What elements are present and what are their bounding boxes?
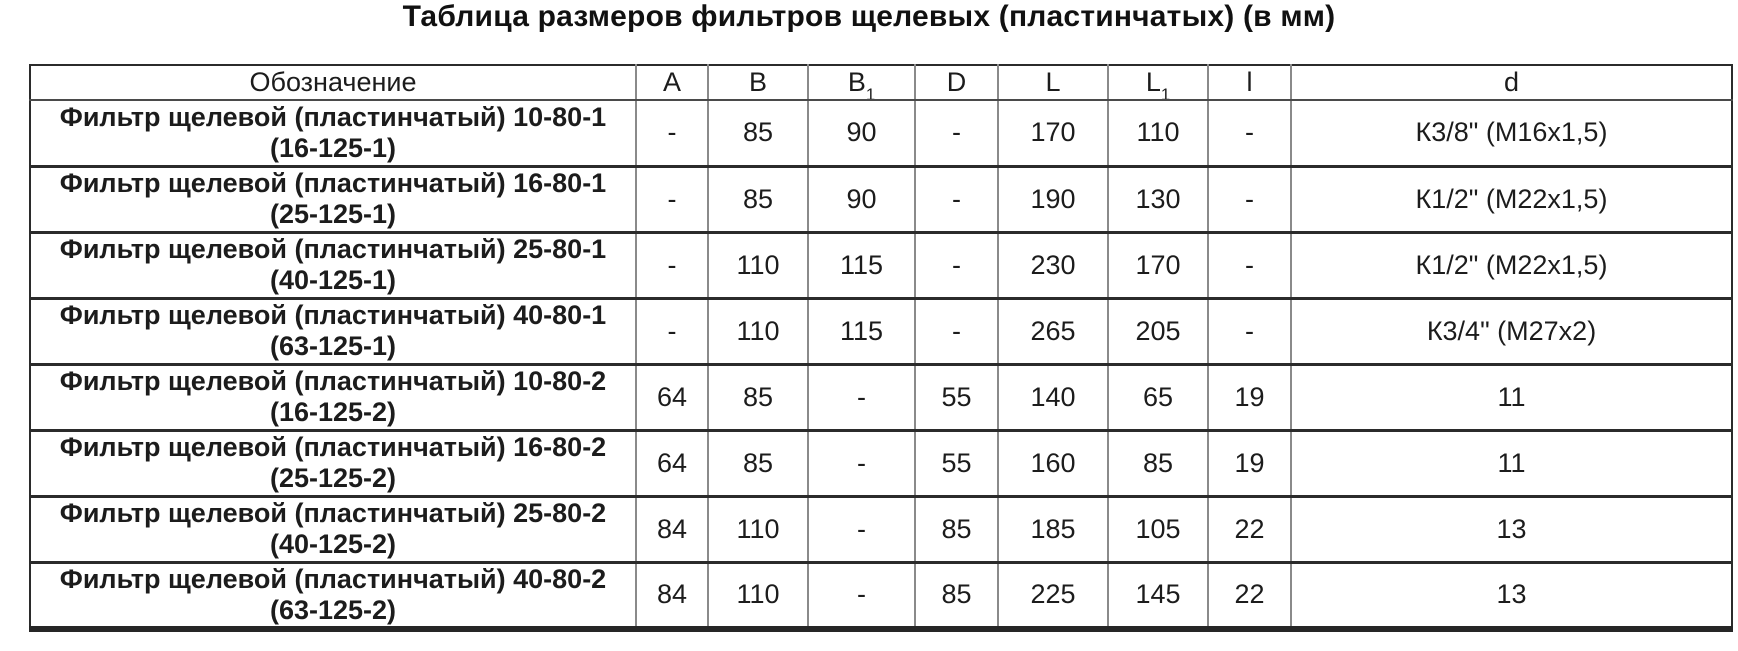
col-header-l-small: l	[1207, 65, 1292, 101]
cell-l1: 170	[1107, 230, 1209, 298]
cell-a: -	[635, 296, 709, 364]
cell-d-small: К1/2" (М22х1,5)	[1290, 164, 1733, 232]
cell-b: 85	[707, 164, 809, 232]
table-row: Фильтр щелевой (пластинчатый) 16-80-2 (25…	[29, 428, 1733, 496]
cell-l-cap: 140	[997, 362, 1109, 430]
cell-designation: Фильтр щелевой (пластинчатый) 10-80-1 (16…	[29, 100, 637, 166]
cell-designation: Фильтр щелевой (пластинчатый) 16-80-2 (25…	[29, 428, 637, 496]
cell-l1: 130	[1107, 164, 1209, 232]
cell-d-cap: -	[914, 100, 999, 166]
cell-a: 64	[635, 428, 709, 496]
cell-a: -	[635, 164, 709, 232]
cell-b1: -	[807, 428, 916, 496]
cell-l-small: 19	[1207, 428, 1292, 496]
col-header-l1: L1	[1107, 65, 1209, 101]
table-row: Фильтр щелевой (пластинчатый) 25-80-1 (40…	[29, 230, 1733, 298]
cell-b: 85	[707, 100, 809, 166]
table-row: Фильтр щелевой (пластинчатый) 16-80-1 (25…	[29, 164, 1733, 232]
cell-l1: 65	[1107, 362, 1209, 430]
cell-designation: Фильтр щелевой (пластинчатый) 10-80-2 (16…	[29, 362, 637, 430]
cell-l1: 85	[1107, 428, 1209, 496]
cell-b: 110	[707, 560, 809, 629]
cell-d-small: 13	[1290, 494, 1733, 562]
col-header-l-cap: L	[997, 65, 1109, 101]
cell-d-small: 11	[1290, 428, 1733, 496]
cell-l-small: 22	[1207, 494, 1292, 562]
cell-b1: 90	[807, 164, 916, 232]
cell-a: 84	[635, 560, 709, 629]
cell-l-cap: 160	[997, 428, 1109, 496]
cell-d-small: К3/4" (М27х2)	[1290, 296, 1733, 364]
cell-l-cap: 170	[997, 100, 1109, 166]
cell-d-small: 11	[1290, 362, 1733, 430]
cell-d-cap: 85	[914, 494, 999, 562]
cell-a: -	[635, 100, 709, 166]
col-header-d-small: d	[1290, 65, 1733, 101]
cell-l-small: -	[1207, 296, 1292, 364]
cell-designation: Фильтр щелевой (пластинчатый) 40-80-1 (63…	[29, 296, 637, 364]
col-header-b1: B1	[807, 65, 916, 101]
cell-l-cap: 190	[997, 164, 1109, 232]
cell-l-cap: 185	[997, 494, 1109, 562]
col-header-designation: Обозначение	[29, 65, 637, 101]
col-header-a: A	[635, 65, 709, 101]
cell-b1: -	[807, 560, 916, 629]
cell-l-cap: 225	[997, 560, 1109, 629]
cell-a: 64	[635, 362, 709, 430]
cell-d-small: К1/2" (М22х1,5)	[1290, 230, 1733, 298]
col-header-b: B	[707, 65, 809, 101]
cell-l1: 105	[1107, 494, 1209, 562]
cell-a: 84	[635, 494, 709, 562]
cell-l1: 205	[1107, 296, 1209, 364]
cell-d-cap: -	[914, 164, 999, 232]
table-row: Фильтр щелевой (пластинчатый) 10-80-2 (16…	[29, 362, 1733, 430]
cell-designation: Фильтр щелевой (пластинчатый) 25-80-1 (40…	[29, 230, 637, 298]
cell-b: 85	[707, 428, 809, 496]
table-row: Фильтр щелевой (пластинчатый) 25-80-2 (40…	[29, 494, 1733, 562]
cell-l-cap: 230	[997, 230, 1109, 298]
cell-b: 110	[707, 494, 809, 562]
cell-b1: -	[807, 494, 916, 562]
cell-l1: 145	[1107, 560, 1209, 629]
cell-designation: Фильтр щелевой (пластинчатый) 25-80-2 (40…	[29, 494, 637, 562]
table-row: Фильтр щелевой (пластинчатый) 40-80-2 (63…	[29, 560, 1733, 629]
cell-b1: 115	[807, 230, 916, 298]
page-title: Таблица размеров фильтров щелевых (пласт…	[402, 0, 1336, 33]
cell-d-cap: 85	[914, 560, 999, 629]
cell-l-small: -	[1207, 164, 1292, 232]
table-row: Фильтр щелевой (пластинчатый) 10-80-1 (16…	[29, 100, 1733, 166]
col-header-d-cap: D	[914, 65, 999, 101]
header-row: Обозначение A B B1 D L L1 l d	[29, 65, 1733, 101]
cell-d-cap: 55	[914, 428, 999, 496]
cell-d-small: 13	[1290, 560, 1733, 629]
cell-a: -	[635, 230, 709, 298]
cell-b: 85	[707, 362, 809, 430]
cell-d-cap: -	[914, 230, 999, 298]
cell-designation: Фильтр щелевой (пластинчатый) 16-80-1 (25…	[29, 164, 637, 232]
cell-l-small: 19	[1207, 362, 1292, 430]
cell-l-cap: 265	[997, 296, 1109, 364]
cell-b: 110	[707, 296, 809, 364]
cell-l-small: 22	[1207, 560, 1292, 629]
dimensions-table: Обозначение A B B1 D L L1 l d Фильтр щел…	[29, 64, 1733, 632]
cell-b1: -	[807, 362, 916, 430]
cell-l1: 110	[1107, 100, 1209, 166]
cell-d-small: К3/8" (М16х1,5)	[1290, 100, 1733, 166]
cell-l-small: -	[1207, 100, 1292, 166]
cell-l-small: -	[1207, 230, 1292, 298]
cell-b1: 90	[807, 100, 916, 166]
cell-d-cap: -	[914, 296, 999, 364]
cell-d-cap: 55	[914, 362, 999, 430]
table-row: Фильтр щелевой (пластинчатый) 40-80-1 (63…	[29, 296, 1733, 364]
cell-b: 110	[707, 230, 809, 298]
cell-designation: Фильтр щелевой (пластинчатый) 40-80-2 (63…	[29, 560, 637, 629]
cell-b1: 115	[807, 296, 916, 364]
